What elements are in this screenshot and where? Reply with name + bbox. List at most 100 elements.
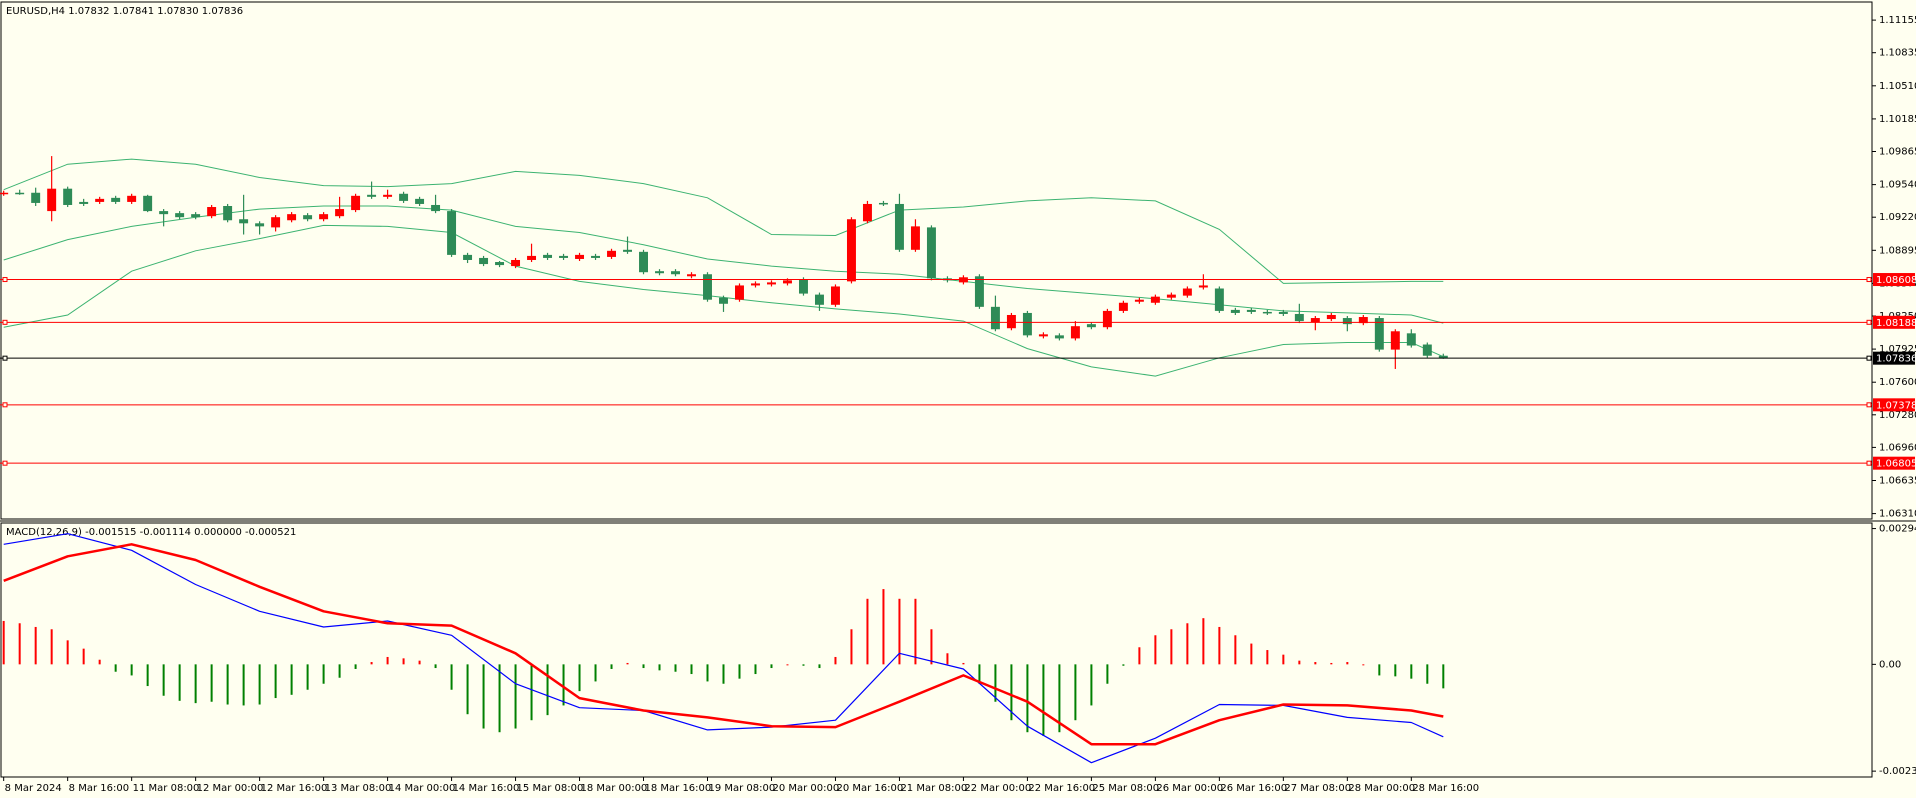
histogram-bar: [610, 664, 613, 669]
price-pane-frame: [0, 1, 1873, 520]
level-anchor: [2, 402, 8, 408]
candle-body: [303, 215, 313, 220]
histogram-bar: [1250, 643, 1253, 665]
histogram-bar: [834, 656, 837, 665]
x-tick-label: 28 Mar 16:00: [1412, 783, 1479, 794]
candle-body: [479, 257, 489, 265]
candle-body: [1118, 302, 1128, 311]
histogram-bar: [818, 664, 821, 669]
candle-body: [1278, 311, 1288, 314]
candle-body: [1022, 312, 1032, 336]
histogram-bar: [434, 664, 437, 669]
candle-body: [127, 195, 137, 202]
candle-body: [1214, 288, 1224, 311]
histogram-bar: [1410, 664, 1413, 679]
histogram-bar: [354, 664, 357, 669]
candle-body: [143, 195, 153, 212]
histogram-bar: [418, 660, 421, 665]
candle-body: [79, 201, 89, 204]
histogram-bar: [1138, 647, 1141, 665]
level-anchor: [1866, 277, 1872, 283]
x-tick-label: 14 Mar 00:00: [389, 783, 456, 794]
histogram-bar: [1362, 664, 1365, 666]
candle-body: [207, 207, 217, 217]
x-tick-label: 12 Mar 00:00: [197, 783, 264, 794]
histogram-bar: [402, 658, 405, 665]
histogram-bar: [850, 629, 853, 665]
histogram-bar: [450, 664, 453, 690]
histogram-bar: [1346, 662, 1349, 665]
histogram-bar: [946, 653, 949, 665]
histogram-bar: [66, 640, 69, 665]
candle-body: [862, 203, 872, 222]
y-tick-label: 1.06310: [1879, 509, 1916, 520]
bollinger-upper: [3, 158, 1444, 284]
histogram-bar: [578, 664, 581, 692]
histogram-bar: [130, 664, 133, 676]
histogram-bar: [882, 589, 885, 665]
candle-body: [1358, 317, 1368, 324]
x-tick-label: 28 Mar 00:00: [1348, 783, 1415, 794]
candle-body: [415, 198, 425, 204]
y-tick-label: 1.11155: [1879, 15, 1916, 26]
level-anchor: [1866, 355, 1872, 361]
histogram-bar: [1058, 664, 1061, 733]
histogram-bar: [738, 664, 741, 679]
y-tick-label: 1.10835: [1879, 48, 1916, 59]
histogram-bar: [786, 664, 789, 666]
candle-body: [95, 198, 105, 202]
histogram-bar: [658, 664, 661, 671]
candle-body: [1326, 314, 1336, 320]
candle-body: [1374, 318, 1384, 350]
y-tick-label: 1.06960: [1879, 442, 1916, 453]
histogram-bar: [1394, 664, 1397, 677]
x-tick-label: 12 Mar 16:00: [261, 783, 328, 794]
histogram-bar: [530, 664, 533, 721]
candle-body: [1198, 285, 1208, 288]
y-tick-label: 1.07925: [1879, 344, 1916, 355]
histogram-bar: [370, 662, 373, 665]
histogram-bar: [802, 664, 805, 666]
candle-body: [175, 213, 185, 218]
x-tick-label: 13 Mar 08:00: [325, 783, 392, 794]
candle-body: [111, 197, 121, 202]
macd-line: [3, 533, 1444, 764]
x-tick-label: 19 Mar 08:00: [708, 783, 775, 794]
candle-body: [782, 280, 792, 284]
x-tick-label: 18 Mar 00:00: [581, 783, 648, 794]
candle-body: [159, 211, 169, 215]
x-tick-label: 18 Mar 16:00: [645, 783, 712, 794]
y-tick-label: 1.06635: [1879, 475, 1916, 486]
candle-body: [1422, 344, 1432, 356]
candle-body: [1390, 331, 1400, 350]
histogram-bar: [1090, 664, 1093, 706]
candle-body: [1086, 324, 1096, 328]
histogram-bar: [1170, 629, 1173, 665]
histogram-bar: [466, 664, 469, 715]
histogram-bar: [1330, 662, 1333, 665]
histogram-bar: [194, 664, 197, 704]
macd-pane-frame: [0, 522, 1873, 778]
candle-body: [495, 262, 505, 266]
histogram-bar: [690, 664, 693, 675]
histogram-bar: [18, 623, 21, 665]
candle-body: [719, 297, 728, 304]
candle-body: [767, 282, 776, 285]
y-tick-label: 0.00: [1879, 659, 1901, 670]
histogram-bar: [306, 664, 309, 690]
y-tick-label: 0.002941: [1879, 524, 1916, 535]
candle-body: [511, 259, 521, 267]
histogram-bar: [1154, 635, 1157, 665]
candle-body: [814, 294, 824, 305]
candle-body: [751, 283, 760, 286]
y-tick-label: 1.09865: [1879, 147, 1916, 158]
level-anchor: [1866, 402, 1872, 408]
x-tick-label: 22 Mar 00:00: [964, 783, 1031, 794]
candle-body: [527, 255, 537, 260]
y-tick-label: 1.09540: [1879, 180, 1916, 191]
histogram-bar: [914, 598, 917, 665]
candle-body: [974, 276, 984, 307]
candle-body: [671, 271, 680, 275]
histogram-bar: [1074, 664, 1077, 721]
